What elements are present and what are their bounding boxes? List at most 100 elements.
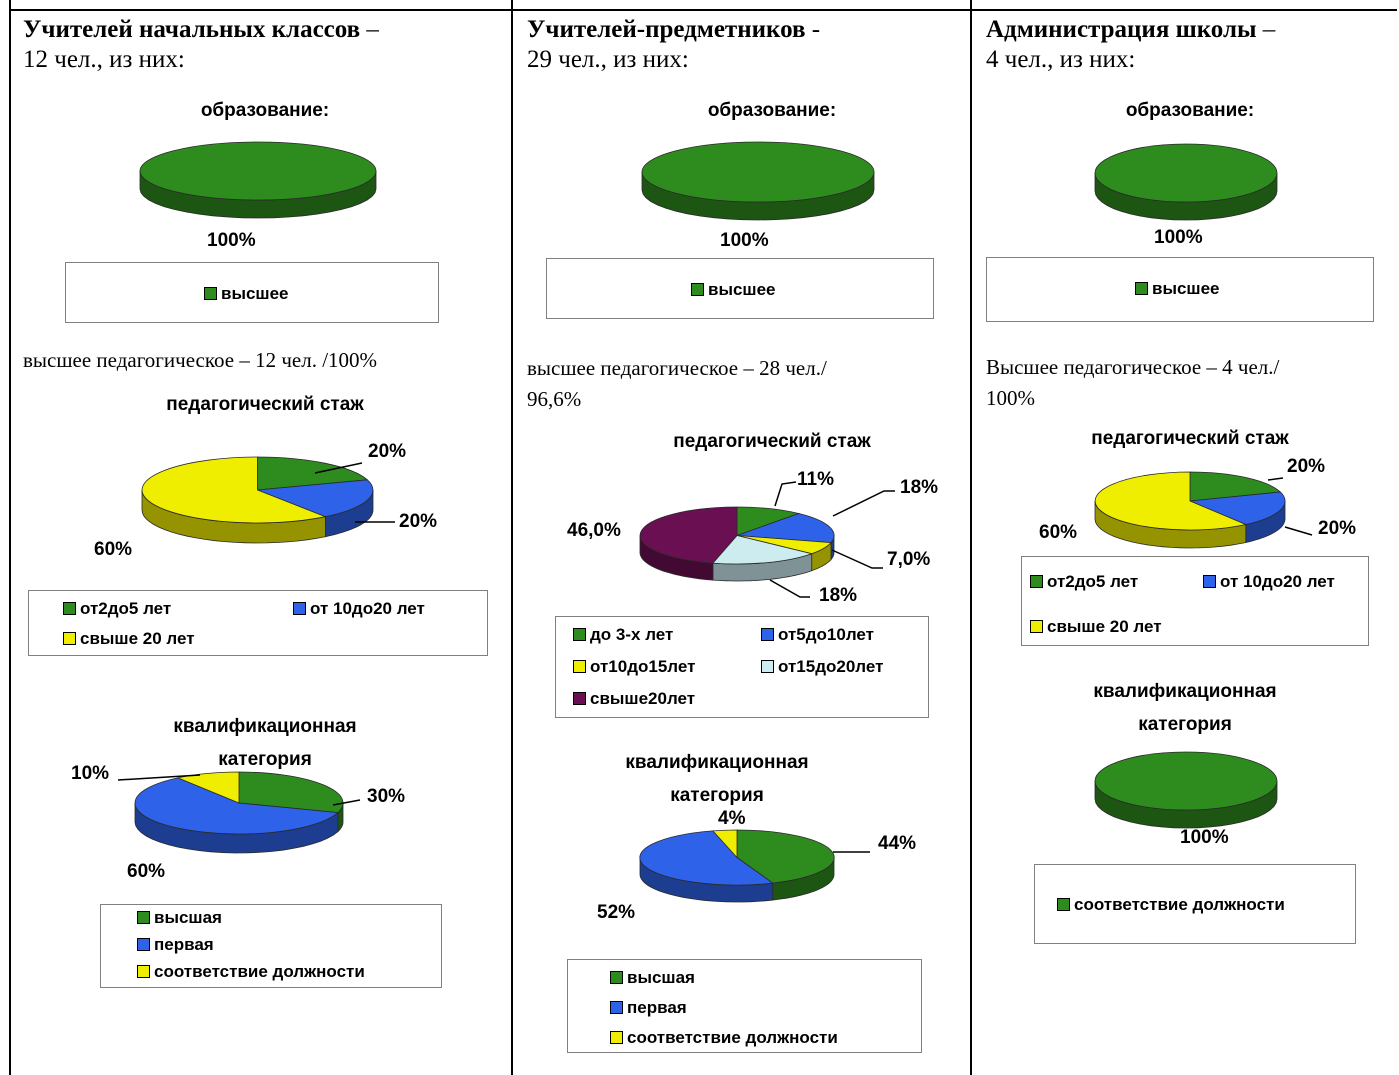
legend-swatch [137,911,150,924]
c2-stage-legend-item: свыше20лет [573,689,695,709]
c2-qual-pie [639,829,835,903]
legend-label: от15до20лет [778,657,884,676]
c1-education-pie [139,141,377,219]
c2-qual-pct-blue: 52% [597,902,636,923]
column-3-heading: Администрация школы – 4 чел., из них: [986,15,1391,75]
c2-qual-title-line2: категория [670,785,764,806]
legend-swatch [63,632,76,645]
c1-qual-legend: высшая первая соответствие должности [100,904,442,988]
column-1-heading: Учителей начальных классов – 12 чел., из… [23,15,503,75]
c1-qual-pct-yellow: 10% [71,763,110,784]
c2-education-pct: 100% [720,230,769,251]
pie-slice-1 [238,771,344,814]
c1-stage-pct-yellow: 60% [94,539,133,560]
c2-qual-legend-item: соответствие должности [610,1028,838,1048]
legend-swatch [573,692,586,705]
pie-slice-1 [641,141,875,203]
pie-slice-1 [1094,143,1278,203]
column-1-heading-title: Учителей начальных классов [23,16,361,43]
legend-label: высшая [627,968,695,987]
c2-stage-legend-item: до 3-х лет [573,625,673,645]
c3-education-legend: высшее [986,257,1374,322]
pie-slice-3 [712,829,738,859]
legend-swatch [1135,282,1148,295]
c2-stage-legend-item: от10до15лет [573,657,695,677]
column-2-heading-dash: - [805,16,821,43]
legend-swatch [1030,575,1043,588]
pie-slice-1 [257,456,369,491]
legend-label: соответствие должности [627,1028,838,1047]
legend-label: соответствие должности [154,962,365,981]
pie-slice-5 [639,506,738,564]
legend-label: свыше20лет [590,689,696,708]
c1-stage-pie [141,456,374,544]
pie-top [1094,751,1278,811]
c1-qual-title: квалификационная категория [120,710,410,776]
pie-slice-3 [1094,471,1248,531]
c1-education-title: образование: [200,100,330,121]
c1-education-pct: 100% [207,230,256,251]
legend-label: от 10до20 лет [310,599,425,618]
c2-stage-legend: до 3-х лет от5до10лет от10до15лет от15до… [555,616,929,718]
legend-swatch [1030,620,1043,633]
c1-stage-legend-item: от2до5 лет [63,599,171,619]
pie-slice-2 [1189,491,1286,525]
c3-stage-legend-item: от 10до20 лет [1203,572,1335,592]
c2-stage-leaders [769,481,895,598]
legend-label: от5до10лет [778,625,874,644]
legend-swatch [137,965,150,978]
legend-label: свыше 20 лет [1047,617,1162,636]
c2-education-pie [641,141,875,221]
c1-stage-legend-item: от 10до20 лет [293,599,425,619]
pie-top [641,141,875,203]
column-2-heading-title: Учителей-предметников [527,16,806,43]
c3-stage-legend-item: свыше 20 лет [1030,617,1162,637]
pie-top [139,141,377,201]
c3-qual-title-line1: квалификационная [1093,681,1277,702]
legend-swatch [573,628,586,641]
legend-swatch [293,602,306,615]
c2-qual-legend: высшая первая соответствие должности [567,959,922,1053]
column-3-heading-dash: – [1256,16,1276,43]
c3-qual-title: квалификационная категория [1040,675,1330,741]
c3-stage-pct-green: 20% [1287,456,1326,477]
c1-qual-pct-blue: 60% [127,861,166,882]
c3-qual-legend: соответствие должности [1034,864,1356,944]
c2-stage-title: педагогический стаж [673,431,871,452]
pie-slice-2 [257,479,374,518]
c3-qual-title-line2: категория [1138,714,1232,735]
c1-education-legend-item: высшее [204,284,289,304]
pie-slice-1 [1094,751,1278,811]
c3-stage-legend: от2до5 лет от 10до20 лет свыше 20 лет [1021,556,1369,646]
legend-label: от2до5 лет [1047,572,1139,591]
pie-slice-2 [134,777,339,835]
c3-qual-pct: 100% [1180,827,1229,848]
c1-stage-leaders [314,462,395,523]
c3-ped-note-line2: 100% [986,386,1035,410]
table-left-border [9,0,11,1075]
column-3-heading-count: 4 чел., из них: [986,46,1136,73]
legend-swatch [761,660,774,673]
c3-stage-legend-item: от2до5 лет [1030,572,1138,592]
pie-slice-4 [712,535,814,565]
c1-qual-pie [134,771,344,854]
legend-label: до 3-х лет [590,625,674,644]
pie-top [639,506,835,565]
c3-stage-pct-yellow: 60% [1039,522,1078,543]
c3-stage-pie [1094,471,1286,549]
c2-stage-legend-item: от5до10лет [761,625,874,645]
legend-swatch [1203,575,1216,588]
table-top-border [9,9,1397,11]
c2-qual-title: квалификационная категория [572,746,862,812]
c1-stage-pct-green: 20% [368,441,407,462]
pie-top [1094,471,1286,531]
pie-slice-1 [736,506,801,537]
column-1-heading-dash: – [360,16,379,43]
c2-qual-legend-item: первая [610,998,687,1018]
c1-qual-leaders [117,774,361,806]
c1-stage-legend: от2до5 лет от 10до20 лет свыше 20 лет [28,590,488,656]
c2-stage-pct-lightblue: 18% [819,585,858,606]
c3-ped-note: Высшее педагогическое – 4 чел./ 100% [986,352,1391,414]
pie-slice-1 [736,829,835,884]
